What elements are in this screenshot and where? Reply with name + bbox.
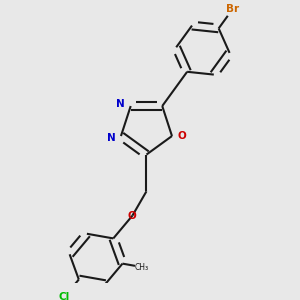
Text: N: N [116,99,125,109]
Text: N: N [107,133,116,143]
Text: O: O [178,131,186,141]
Text: CH₃: CH₃ [135,262,149,272]
Text: Cl: Cl [59,292,70,300]
Text: Br: Br [226,4,239,14]
Text: O: O [128,211,137,221]
